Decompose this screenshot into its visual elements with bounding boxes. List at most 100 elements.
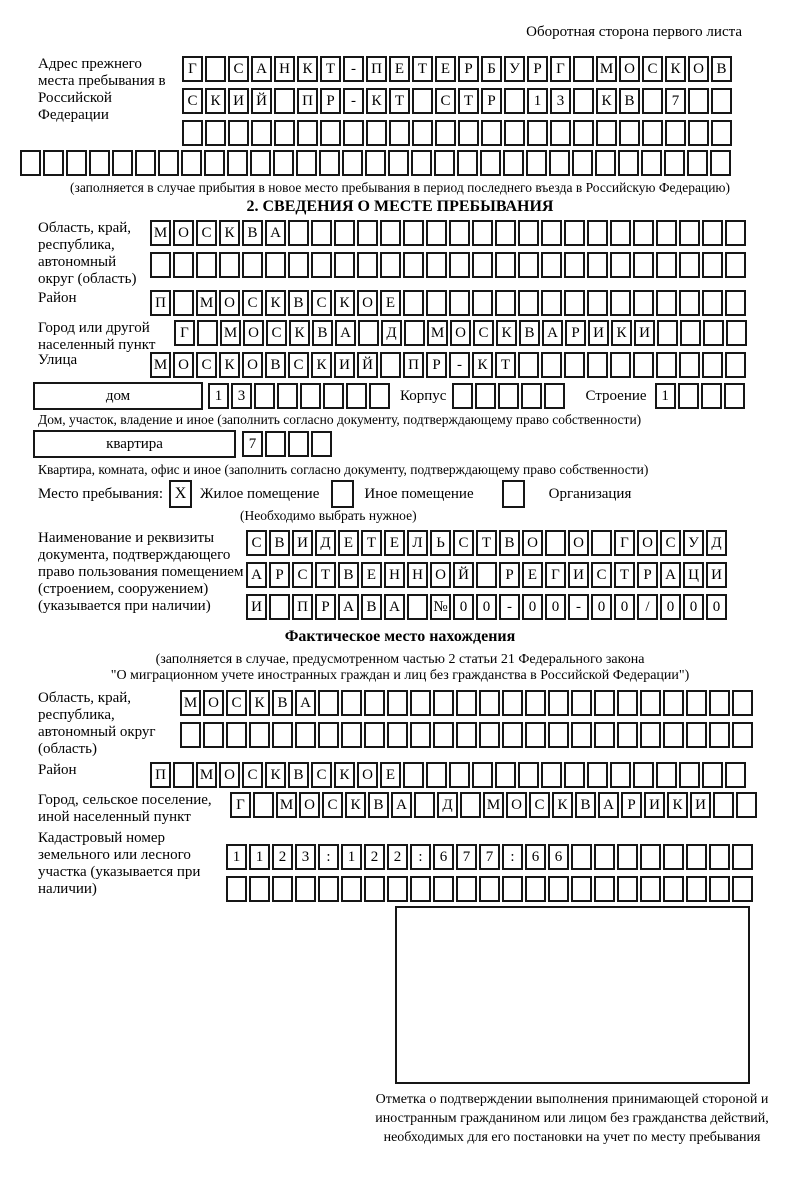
char-cell[interactable]: Т bbox=[476, 530, 497, 556]
char-cell[interactable]: № bbox=[430, 594, 451, 620]
char-cell[interactable] bbox=[702, 352, 723, 378]
char-cell[interactable]: А bbox=[384, 594, 405, 620]
char-cell[interactable] bbox=[679, 290, 700, 316]
char-cell[interactable]: А bbox=[335, 320, 356, 346]
char-cell[interactable] bbox=[544, 383, 566, 409]
char-cell[interactable] bbox=[572, 150, 593, 176]
char-cell[interactable]: Р bbox=[320, 88, 341, 114]
char-cell[interactable] bbox=[387, 690, 408, 716]
char-cell[interactable] bbox=[205, 120, 226, 146]
char-cell[interactable]: У bbox=[504, 56, 525, 82]
char-cell[interactable]: Н bbox=[274, 56, 295, 82]
char-cell[interactable] bbox=[686, 844, 707, 870]
char-cell[interactable] bbox=[663, 690, 684, 716]
char-cell[interactable] bbox=[433, 876, 454, 902]
char-cell[interactable] bbox=[173, 252, 194, 278]
char-cell[interactable]: А bbox=[246, 562, 267, 588]
char-cell[interactable] bbox=[619, 120, 640, 146]
char-cell[interactable]: 2 bbox=[364, 844, 385, 870]
char-cell[interactable]: Р bbox=[458, 56, 479, 82]
char-cell[interactable]: А bbox=[598, 792, 619, 818]
char-cell[interactable] bbox=[250, 150, 271, 176]
char-cell[interactable] bbox=[587, 762, 608, 788]
char-cell[interactable] bbox=[610, 290, 631, 316]
char-cell[interactable]: О bbox=[430, 562, 451, 588]
char-cell[interactable] bbox=[112, 150, 133, 176]
char-cell[interactable] bbox=[426, 220, 447, 246]
char-cell[interactable] bbox=[227, 150, 248, 176]
char-cell[interactable]: М bbox=[150, 352, 171, 378]
char-cell[interactable] bbox=[426, 252, 447, 278]
char-cell[interactable] bbox=[480, 150, 501, 176]
char-cell[interactable] bbox=[300, 383, 321, 409]
char-cell[interactable]: С bbox=[529, 792, 550, 818]
char-cell[interactable]: В bbox=[312, 320, 333, 346]
char-cell[interactable]: 1 bbox=[226, 844, 247, 870]
char-cell[interactable] bbox=[479, 876, 500, 902]
char-cell[interactable] bbox=[641, 150, 662, 176]
char-cell[interactable] bbox=[226, 876, 247, 902]
char-cell[interactable]: В bbox=[338, 562, 359, 588]
char-cell[interactable]: 0 bbox=[660, 594, 681, 620]
char-cell[interactable] bbox=[254, 383, 275, 409]
char-cell[interactable]: О bbox=[203, 690, 224, 716]
char-cell[interactable]: С bbox=[182, 88, 203, 114]
char-cell[interactable]: В bbox=[242, 220, 263, 246]
char-cell[interactable] bbox=[504, 120, 525, 146]
char-cell[interactable] bbox=[502, 722, 523, 748]
char-cell[interactable] bbox=[456, 722, 477, 748]
checkbox-residential[interactable]: X bbox=[169, 480, 192, 508]
char-cell[interactable] bbox=[475, 383, 497, 409]
char-cell[interactable]: О bbox=[242, 352, 263, 378]
char-cell[interactable]: В bbox=[361, 594, 382, 620]
char-cell[interactable] bbox=[403, 252, 424, 278]
char-cell[interactable] bbox=[687, 150, 708, 176]
char-cell[interactable]: Ь bbox=[430, 530, 451, 556]
char-cell[interactable]: С bbox=[242, 762, 263, 788]
char-cell[interactable] bbox=[541, 252, 562, 278]
char-cell[interactable]: С bbox=[196, 352, 217, 378]
char-cell[interactable]: Е bbox=[361, 562, 382, 588]
char-cell[interactable]: Г bbox=[545, 562, 566, 588]
char-cell[interactable]: Т bbox=[412, 56, 433, 82]
char-cell[interactable] bbox=[732, 690, 753, 716]
char-cell[interactable] bbox=[709, 844, 730, 870]
char-cell[interactable]: М bbox=[196, 762, 217, 788]
checkbox-organization[interactable] bbox=[501, 480, 525, 508]
char-cell[interactable] bbox=[725, 220, 746, 246]
char-cell[interactable] bbox=[411, 150, 432, 176]
char-cell[interactable] bbox=[711, 88, 732, 114]
char-cell[interactable] bbox=[679, 252, 700, 278]
char-cell[interactable] bbox=[449, 762, 470, 788]
char-cell[interactable] bbox=[318, 876, 339, 902]
char-cell[interactable]: В bbox=[288, 762, 309, 788]
char-cell[interactable] bbox=[404, 320, 425, 346]
char-cell[interactable] bbox=[273, 150, 294, 176]
char-cell[interactable] bbox=[410, 876, 431, 902]
char-cell[interactable] bbox=[713, 792, 734, 818]
char-cell[interactable] bbox=[495, 220, 516, 246]
char-cell[interactable] bbox=[182, 120, 203, 146]
char-cell[interactable] bbox=[288, 252, 309, 278]
char-cell[interactable]: И bbox=[292, 530, 313, 556]
char-cell[interactable]: Р bbox=[481, 88, 502, 114]
char-cell[interactable]: В bbox=[288, 290, 309, 316]
char-cell[interactable]: : bbox=[318, 844, 339, 870]
char-cell[interactable] bbox=[504, 88, 525, 114]
char-cell[interactable]: Ц bbox=[683, 562, 704, 588]
char-cell[interactable]: К bbox=[552, 792, 573, 818]
char-cell[interactable] bbox=[571, 876, 592, 902]
char-cell[interactable] bbox=[364, 690, 385, 716]
char-cell[interactable] bbox=[525, 876, 546, 902]
char-cell[interactable] bbox=[610, 252, 631, 278]
char-cell[interactable] bbox=[410, 722, 431, 748]
char-cell[interactable] bbox=[364, 722, 385, 748]
char-cell[interactable] bbox=[550, 120, 571, 146]
char-cell[interactable] bbox=[311, 252, 332, 278]
char-cell[interactable]: В bbox=[368, 792, 389, 818]
char-cell[interactable]: А bbox=[542, 320, 563, 346]
char-cell[interactable] bbox=[545, 530, 566, 556]
char-cell[interactable]: С bbox=[311, 762, 332, 788]
char-cell[interactable] bbox=[587, 352, 608, 378]
char-cell[interactable] bbox=[311, 431, 332, 457]
